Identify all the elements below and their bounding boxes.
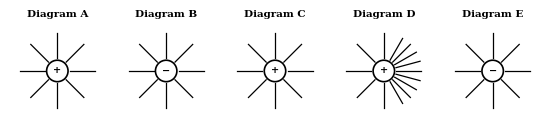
Text: −: − <box>162 66 170 75</box>
Title: Diagram C: Diagram C <box>244 10 306 19</box>
Text: −: − <box>488 66 497 75</box>
Circle shape <box>156 60 177 82</box>
Circle shape <box>47 60 68 82</box>
Text: +: + <box>379 66 388 75</box>
Circle shape <box>265 60 285 82</box>
Circle shape <box>482 60 503 82</box>
Text: +: + <box>271 66 279 75</box>
Circle shape <box>373 60 394 82</box>
Text: +: + <box>53 66 62 75</box>
Title: Diagram A: Diagram A <box>26 10 88 19</box>
Title: Diagram E: Diagram E <box>462 10 524 19</box>
Title: Diagram D: Diagram D <box>353 10 415 19</box>
Title: Diagram B: Diagram B <box>135 10 197 19</box>
